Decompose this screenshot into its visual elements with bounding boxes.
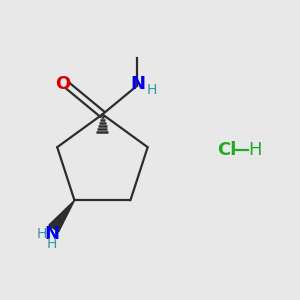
Text: Cl: Cl bbox=[218, 141, 237, 159]
Text: O: O bbox=[55, 75, 70, 93]
Polygon shape bbox=[49, 200, 74, 232]
Text: H: H bbox=[47, 237, 57, 251]
Text: N: N bbox=[130, 75, 146, 93]
Text: N: N bbox=[45, 225, 60, 243]
Text: H: H bbox=[37, 227, 47, 241]
Text: H: H bbox=[248, 141, 261, 159]
Text: H: H bbox=[146, 83, 157, 97]
